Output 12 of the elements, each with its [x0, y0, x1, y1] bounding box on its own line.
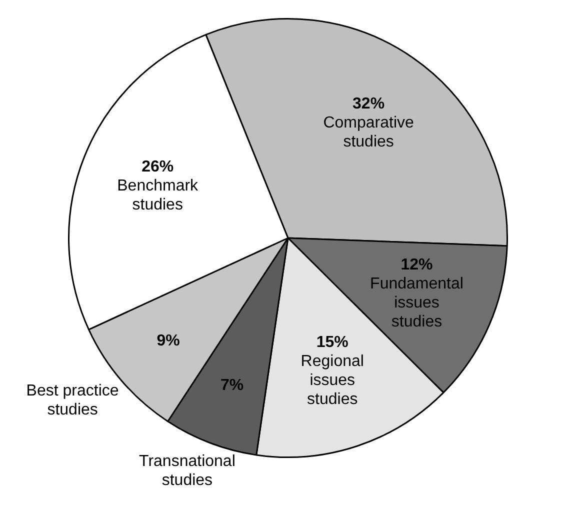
data-label: 9% [156, 332, 180, 350]
data-label: 32% [352, 96, 385, 113]
slice-label: Regional issues studies [300, 353, 364, 408]
data-label: 7% [220, 377, 244, 394]
data-label: 15% [316, 334, 348, 352]
slice-label: Fundamental issues studies [370, 276, 464, 331]
data-label: 12% [400, 256, 433, 274]
slice-label: Benchmark studies [117, 178, 200, 214]
slice-label: Comparative studies [323, 114, 414, 151]
slice-label: Best practice studies [26, 382, 119, 418]
slice-label: Transnational studies [139, 452, 236, 489]
data-label: 26% [142, 158, 174, 176]
